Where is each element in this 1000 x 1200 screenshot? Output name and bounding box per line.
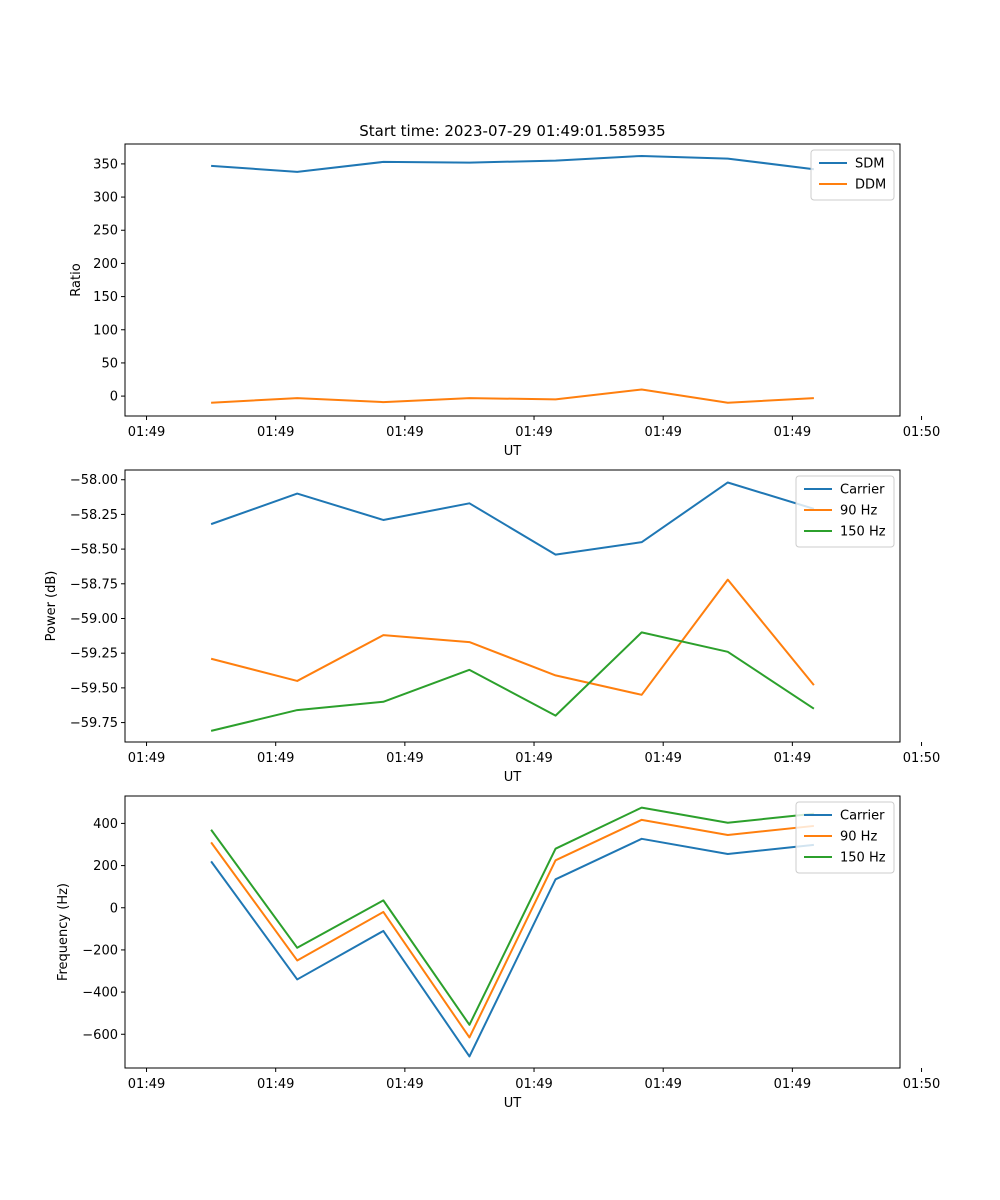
y-tick-label: 400: [93, 817, 118, 832]
x-tick-label: 01:49: [257, 425, 294, 440]
y-axis-label: Power (dB): [44, 571, 59, 642]
legend-label-carrier: Carrier: [840, 809, 885, 824]
y-tick-label: −59.25: [70, 647, 118, 662]
chart-panel-2: 01:49 01:49 01:49 01:49 01:49 01:49 01:50 −59.7…: [44, 469, 940, 785]
chart-panel-1: 01:49 01:49 01:49 01:49 01:49 01:49 01:50 0 50 10…: [69, 143, 940, 459]
y-axis-label: Ratio: [69, 263, 84, 296]
x-tick-label: 01:50: [903, 1077, 940, 1092]
chart-panels: 01:49 01:49 01:49 01:49 01:49 01:49 01:50 0 50 10…: [44, 143, 940, 1111]
y-tick-label: −59.00: [70, 612, 118, 627]
series-line-150-hz: [210, 631, 815, 732]
series-line-150-hz: [210, 806, 814, 1026]
y-tick-label: 300: [93, 191, 118, 206]
legend: Carrier 90 Hz 150 Hz: [795, 475, 895, 548]
x-tick-label: 01:49: [386, 425, 423, 440]
x-axis-label: UT: [504, 444, 522, 459]
series-line-carrier: [210, 837, 814, 1058]
legend-label-150-hz: 150 Hz: [840, 525, 886, 540]
y-tick-label: −200: [82, 943, 118, 958]
y-tick-label: 150: [93, 290, 118, 305]
x-tick-label: 01:49: [774, 751, 811, 766]
y-tick-label: −58.25: [70, 508, 118, 523]
figure-title: Start time: 2023-07-29 01:49:01.585935: [359, 122, 665, 140]
y-tick-label: −58.00: [70, 473, 118, 488]
x-tick-label: 01:49: [515, 751, 552, 766]
series-line-ddm: [211, 388, 814, 404]
legend-label-sdm: SDM: [855, 157, 884, 172]
x-tick-label: 01:49: [644, 751, 681, 766]
x-axis-label: UT: [504, 770, 522, 785]
x-tick-label: 01:49: [128, 425, 165, 440]
x-tick-label: 01:49: [644, 1077, 681, 1092]
x-tick-label: 01:49: [644, 425, 681, 440]
y-tick-label: 350: [93, 157, 118, 172]
y-tick-label: 0: [110, 901, 118, 916]
x-tick-label: 01:49: [257, 1077, 294, 1092]
legend: SDM DDM: [810, 149, 895, 201]
y-tick-label: −59.75: [70, 716, 118, 731]
y-tick-label: −400: [82, 986, 118, 1001]
chart-panel-3: 01:49 01:49 01:49 01:49 01:49 01:49 01:50 −600 −…: [56, 795, 940, 1111]
x-tick-label: 01:50: [903, 425, 940, 440]
x-tick-label: 01:49: [128, 1077, 165, 1092]
y-tick-label: 200: [93, 257, 118, 272]
axes-frame: [124, 469, 901, 743]
y-tick-label: 100: [93, 323, 118, 338]
x-tick-label: 01:49: [257, 751, 294, 766]
x-tick-label: 01:49: [515, 1077, 552, 1092]
series-line-90-hz: [210, 578, 815, 696]
x-tick-label: 01:49: [386, 1077, 423, 1092]
series-line-carrier: [210, 481, 815, 556]
legend-frame: [795, 801, 895, 874]
legend-label-90-hz: 90 Hz: [840, 504, 877, 519]
legend: Carrier 90 Hz 150 Hz: [795, 801, 895, 874]
y-tick-label: −59.50: [70, 681, 118, 696]
legend-label-150-hz: 150 Hz: [840, 851, 886, 866]
y-tick-label: −600: [82, 1028, 118, 1043]
x-tick-label: 01:49: [774, 1077, 811, 1092]
x-tick-label: 01:49: [128, 751, 165, 766]
axes-frame: [124, 795, 901, 1069]
y-tick-label: −58.50: [70, 543, 118, 558]
x-axis-label: UT: [504, 1096, 522, 1111]
y-tick-label: 200: [93, 859, 118, 874]
y-tick-label: 50: [101, 356, 118, 371]
x-tick-label: 01:49: [515, 425, 552, 440]
legend-label-90-hz: 90 Hz: [840, 830, 877, 845]
series-line-90-hz: [210, 818, 814, 1039]
y-tick-label: 0: [110, 390, 118, 405]
legend-frame: [795, 475, 895, 548]
y-tick-label: 250: [93, 224, 118, 239]
x-tick-label: 01:49: [774, 425, 811, 440]
axes-frame: [124, 143, 901, 417]
y-axis-label: Frequency (Hz): [56, 883, 71, 981]
series-line-sdm: [211, 154, 815, 173]
legend-label-carrier: Carrier: [840, 483, 885, 498]
y-tick-label: −58.75: [70, 577, 118, 592]
x-tick-label: 01:50: [903, 751, 940, 766]
legend-label-ddm: DDM: [855, 178, 886, 193]
x-tick-label: 01:49: [386, 751, 423, 766]
